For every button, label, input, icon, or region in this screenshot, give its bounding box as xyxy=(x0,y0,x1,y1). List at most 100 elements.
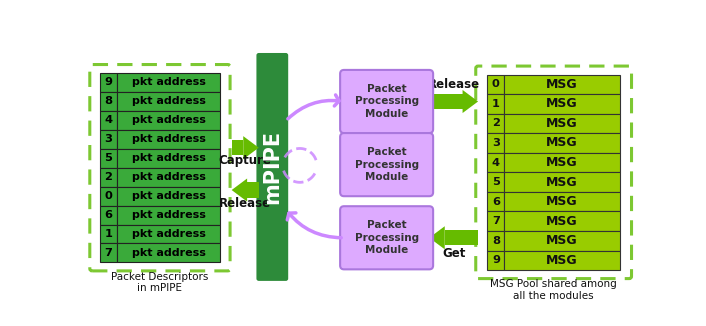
Text: Packet Descriptors
in mPIPE: Packet Descriptors in mPIPE xyxy=(112,272,209,293)
Bar xyxy=(100,130,117,149)
Text: pkt address: pkt address xyxy=(131,248,205,258)
Bar xyxy=(504,153,620,172)
Text: 3: 3 xyxy=(104,134,112,144)
Text: MSG: MSG xyxy=(546,215,578,228)
Text: 2: 2 xyxy=(104,172,112,182)
Bar xyxy=(504,192,620,212)
Bar xyxy=(100,168,117,187)
Text: Packet
Processing
Module: Packet Processing Module xyxy=(354,220,419,255)
Text: Release: Release xyxy=(428,78,479,91)
Text: Capture: Capture xyxy=(218,154,271,167)
Bar xyxy=(117,149,220,168)
Text: pkt address: pkt address xyxy=(131,153,205,163)
Bar xyxy=(117,92,220,111)
Text: Get: Get xyxy=(442,247,465,260)
Polygon shape xyxy=(232,179,247,201)
Text: pkt address: pkt address xyxy=(131,96,205,106)
Text: MSG Pool shared among
all the modules: MSG Pool shared among all the modules xyxy=(490,279,617,301)
Text: 4: 4 xyxy=(104,115,112,126)
Bar xyxy=(504,172,620,192)
Bar xyxy=(100,225,117,244)
Text: Release: Release xyxy=(219,197,271,210)
Bar xyxy=(487,133,504,153)
Text: MSG: MSG xyxy=(546,156,578,169)
Polygon shape xyxy=(462,90,478,113)
Bar xyxy=(100,206,117,225)
Bar xyxy=(487,231,504,251)
Bar xyxy=(100,149,117,168)
Text: MSG: MSG xyxy=(546,195,578,208)
Bar xyxy=(100,244,117,262)
Bar xyxy=(487,153,504,172)
Text: 0: 0 xyxy=(492,79,500,89)
Text: 8: 8 xyxy=(492,236,500,246)
Bar xyxy=(487,75,504,94)
Bar xyxy=(117,73,220,92)
Bar xyxy=(504,114,620,133)
Bar xyxy=(504,94,620,114)
Text: 7: 7 xyxy=(104,248,112,258)
Bar xyxy=(487,212,504,231)
Bar xyxy=(117,168,220,187)
Text: MSG: MSG xyxy=(546,117,578,130)
Text: pkt address: pkt address xyxy=(131,191,205,201)
Text: 6: 6 xyxy=(492,197,500,207)
FancyBboxPatch shape xyxy=(256,53,288,281)
Text: MSG: MSG xyxy=(546,78,578,91)
Bar xyxy=(232,140,244,156)
Text: 9: 9 xyxy=(104,78,112,87)
Bar xyxy=(100,111,117,130)
Text: MSG: MSG xyxy=(546,234,578,247)
FancyBboxPatch shape xyxy=(340,133,433,196)
Polygon shape xyxy=(429,226,445,249)
Bar xyxy=(487,251,504,270)
Bar xyxy=(504,212,620,231)
Text: 7: 7 xyxy=(492,216,500,226)
Bar xyxy=(504,133,620,153)
Text: 1: 1 xyxy=(104,229,112,239)
Text: pkt address: pkt address xyxy=(131,229,205,239)
Text: pkt address: pkt address xyxy=(131,115,205,126)
Text: 0: 0 xyxy=(104,191,112,201)
Text: pkt address: pkt address xyxy=(131,78,205,87)
Bar xyxy=(487,192,504,212)
Polygon shape xyxy=(244,136,259,159)
Text: 2: 2 xyxy=(492,118,500,128)
Text: 8: 8 xyxy=(104,96,112,106)
Text: Packet
Processing
Module: Packet Processing Module xyxy=(354,147,419,182)
Bar xyxy=(445,230,478,245)
Bar xyxy=(247,182,259,198)
Bar xyxy=(117,206,220,225)
Text: MSG: MSG xyxy=(546,97,578,111)
Text: MSG: MSG xyxy=(546,137,578,150)
Text: MSG: MSG xyxy=(546,176,578,189)
Text: 5: 5 xyxy=(492,177,500,187)
Bar xyxy=(504,251,620,270)
FancyBboxPatch shape xyxy=(340,206,433,269)
Bar xyxy=(117,225,220,244)
Bar xyxy=(487,172,504,192)
Bar xyxy=(504,75,620,94)
FancyBboxPatch shape xyxy=(340,70,433,133)
Bar xyxy=(100,92,117,111)
Bar xyxy=(487,114,504,133)
Text: 9: 9 xyxy=(492,255,500,265)
Bar xyxy=(117,111,220,130)
Text: pkt address: pkt address xyxy=(131,134,205,144)
Text: 1: 1 xyxy=(492,99,500,109)
Bar xyxy=(429,94,462,109)
Text: 3: 3 xyxy=(492,138,500,148)
Bar xyxy=(487,94,504,114)
Bar xyxy=(504,231,620,251)
Bar xyxy=(100,73,117,92)
Text: mPIPE: mPIPE xyxy=(263,130,282,204)
Bar xyxy=(117,187,220,206)
Text: Packet
Processing
Module: Packet Processing Module xyxy=(354,84,419,119)
Bar xyxy=(117,244,220,262)
Bar xyxy=(117,130,220,149)
Bar xyxy=(100,187,117,206)
Text: pkt address: pkt address xyxy=(131,172,205,182)
Text: MSG: MSG xyxy=(546,254,578,267)
Text: 4: 4 xyxy=(492,157,500,168)
Text: 6: 6 xyxy=(104,210,112,220)
